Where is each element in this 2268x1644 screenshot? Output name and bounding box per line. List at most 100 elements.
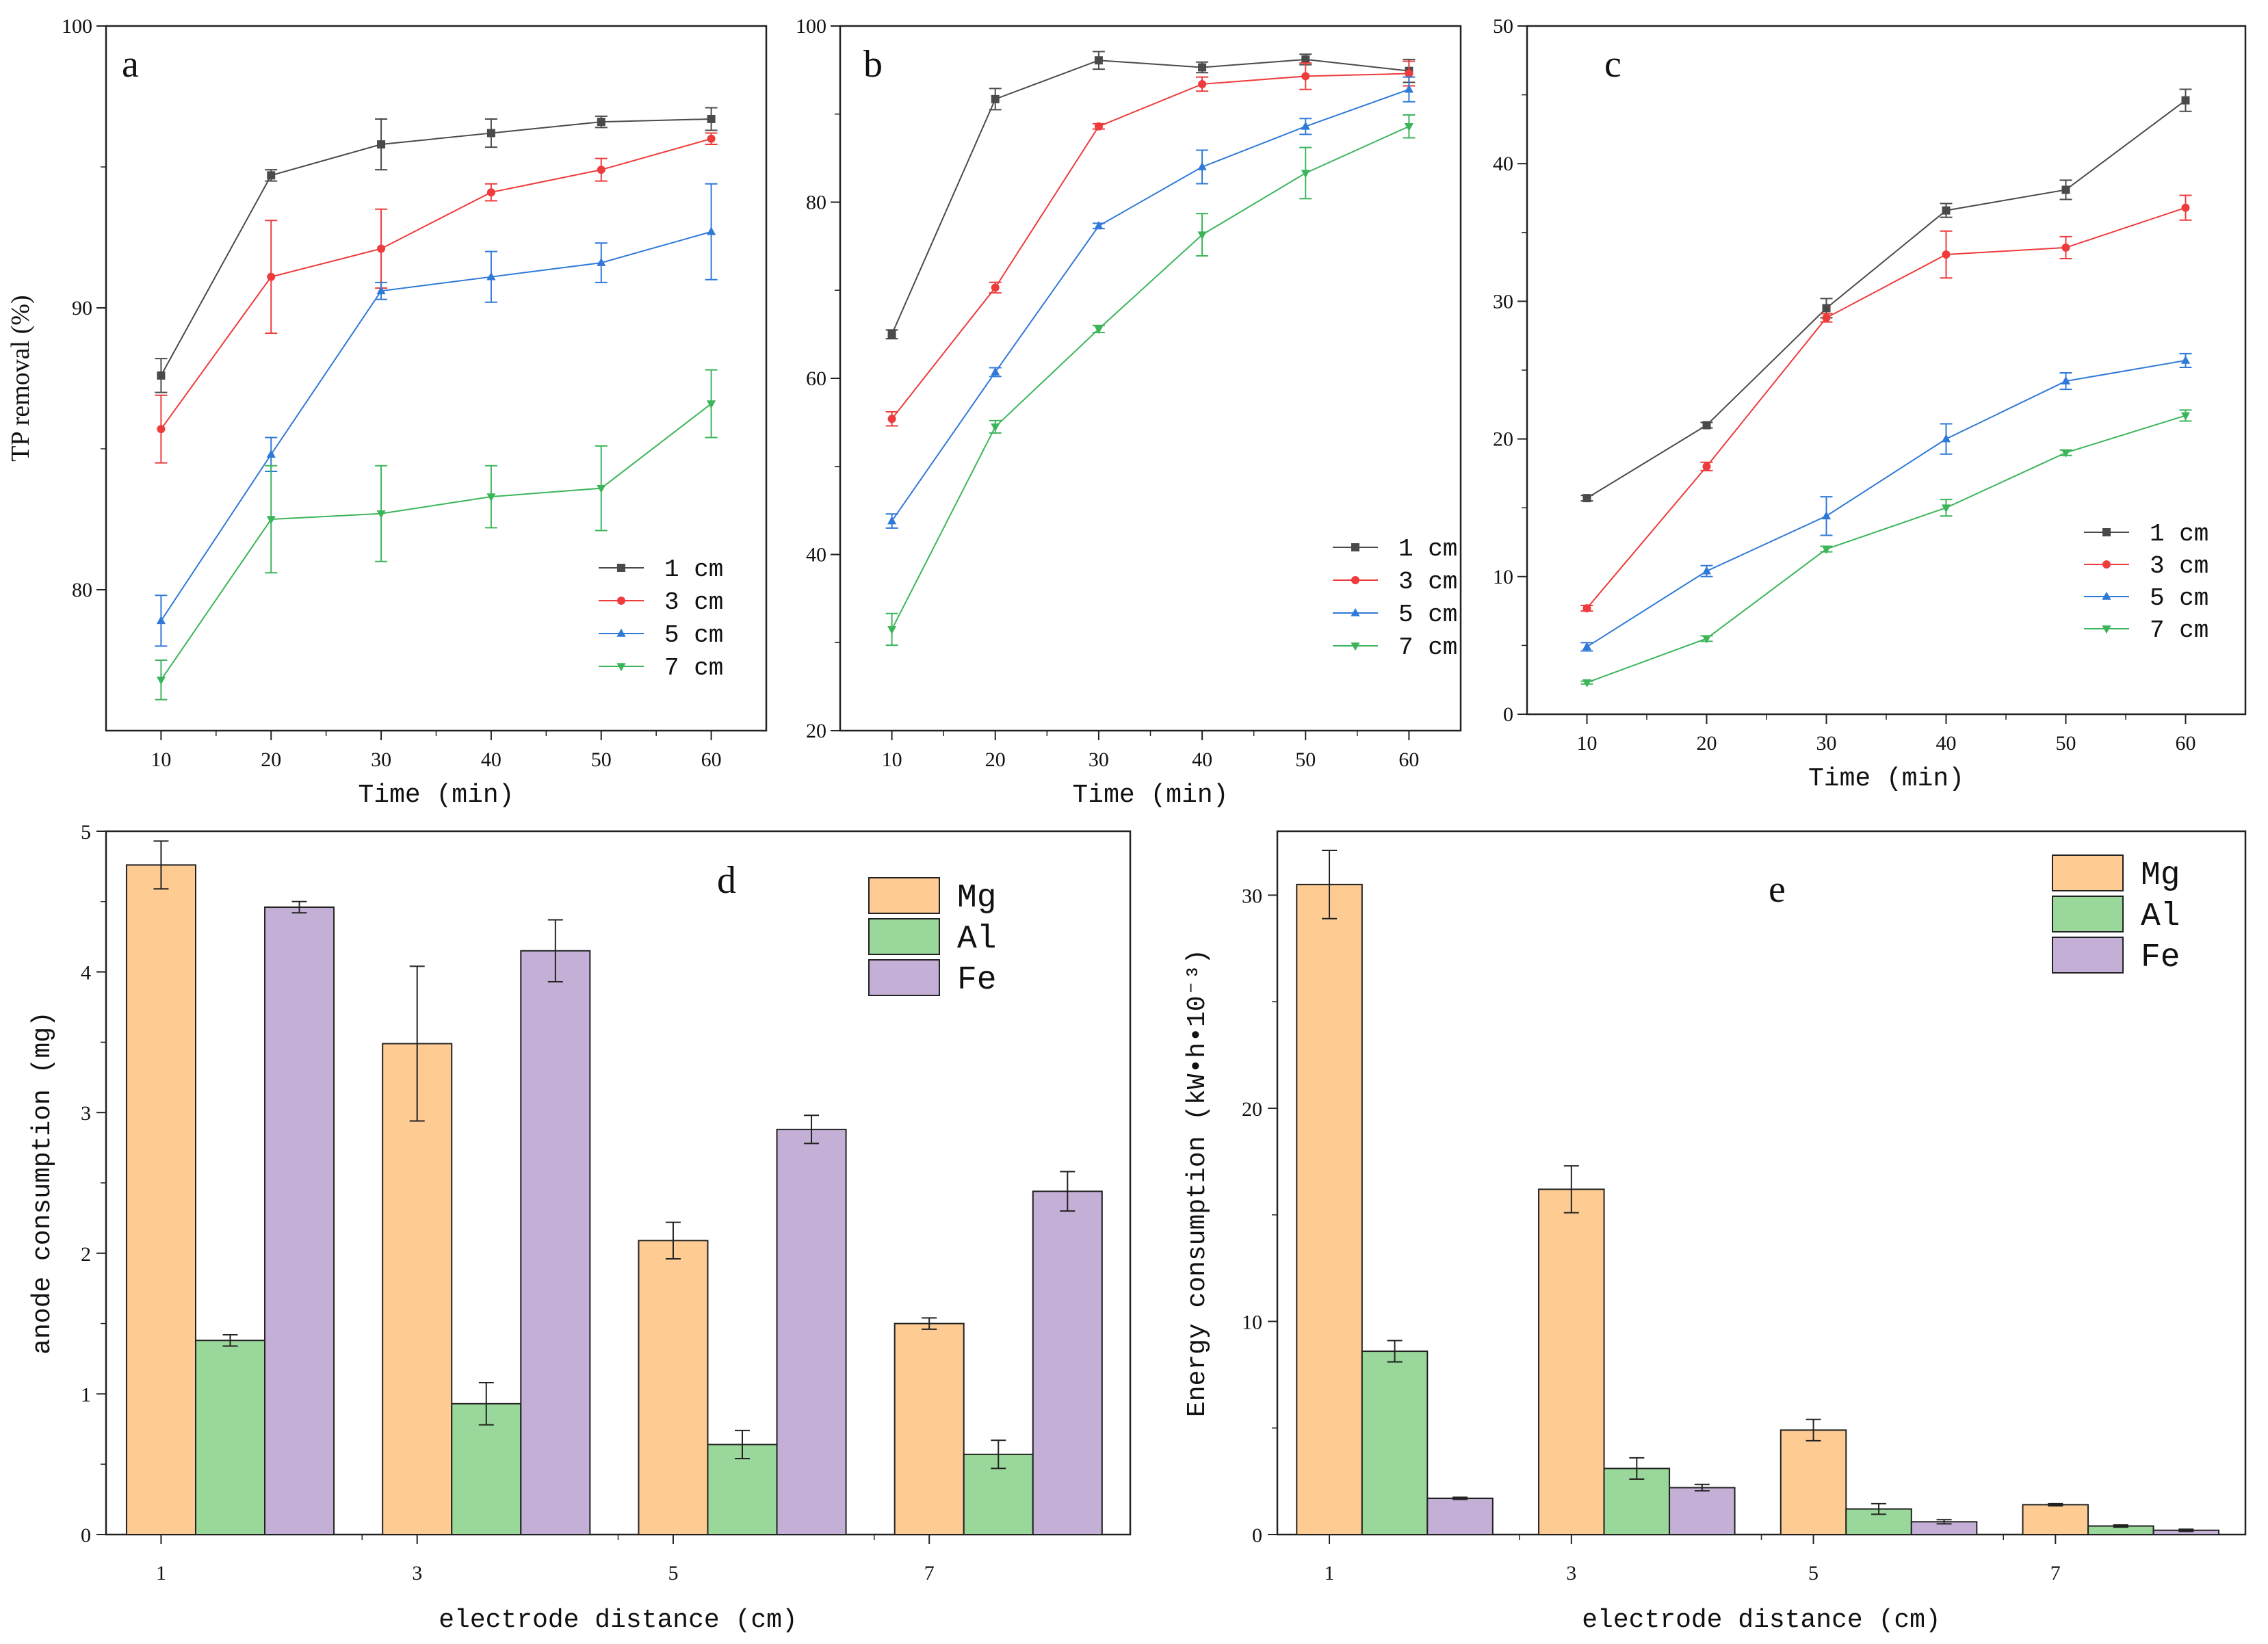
x-tick-label: 60 — [1398, 748, 1419, 771]
data-point — [1301, 121, 1310, 130]
data-point — [1942, 250, 1951, 259]
data-point — [2181, 96, 2190, 105]
legend-label: 5 cm — [664, 621, 723, 649]
series-line-0 — [1586, 99, 2187, 499]
y-tick-label: 4 — [81, 962, 91, 984]
series-line-2 — [160, 231, 712, 621]
y-tick-label: 0 — [81, 1524, 91, 1547]
data-point — [2061, 376, 2071, 384]
x-tick-label: 40 — [1936, 732, 1957, 755]
series-line-1 — [160, 138, 712, 430]
data-point — [597, 484, 606, 493]
data-point — [486, 493, 496, 502]
x-axis-label: electrode distance (cm) — [1582, 1606, 1941, 1635]
y-tick-label: 20 — [1493, 428, 1513, 451]
x-tick-label: 40 — [1192, 748, 1212, 771]
legend-marker — [616, 663, 626, 672]
x-tick-label: 60 — [2176, 732, 2196, 755]
data-point — [597, 118, 605, 127]
bar-mg — [125, 864, 196, 1535]
legend-label: Mg — [2141, 857, 2180, 894]
y-tick-label: 100 — [62, 15, 92, 38]
bar-fe — [1426, 1498, 1494, 1536]
data-point — [597, 257, 606, 266]
data-point — [887, 415, 896, 423]
legend-marker — [1351, 576, 1359, 584]
y-tick-label: 90 — [72, 297, 92, 319]
data-point — [887, 516, 897, 525]
data-point — [377, 244, 386, 253]
data-point — [1582, 679, 1592, 688]
x-tick-label: 50 — [591, 748, 612, 771]
data-point — [1198, 63, 1207, 72]
legend-label: 1 cm — [664, 556, 723, 584]
bar-mg — [638, 1240, 709, 1536]
series-line-3 — [1587, 415, 2186, 683]
panel-d: 1 3 5 7 0 1 2 3 4 5 Mg Al Fe d electrode distance (cm)… — [28, 821, 1132, 1635]
legend-swatch — [2052, 854, 2124, 891]
y-tick-label: 30 — [1493, 290, 1513, 313]
legend-label: 3 cm — [2150, 552, 2208, 580]
y-tick-label: 0 — [1503, 703, 1513, 726]
x-tick-label: 20 — [261, 748, 281, 771]
data-point — [377, 140, 386, 149]
data-point — [991, 367, 1000, 376]
data-point — [991, 283, 1000, 292]
data-point — [1197, 231, 1207, 240]
legend-swatch — [868, 959, 940, 996]
legend-swatch — [868, 918, 940, 955]
data-point — [706, 226, 716, 235]
bar-fe — [264, 906, 335, 1536]
legend-label: 7 cm — [664, 654, 723, 682]
data-point — [1405, 69, 1413, 78]
data-point — [1942, 206, 1951, 215]
data-point — [1702, 566, 1712, 575]
legend-marker — [617, 597, 625, 605]
x-tick-label: 30 — [1089, 748, 1109, 771]
bar-al — [451, 1402, 522, 1535]
y-tick-label: 2 — [81, 1243, 91, 1266]
data-point — [1301, 72, 1310, 81]
data-point — [266, 516, 276, 525]
data-point — [266, 449, 276, 458]
x-tick-label: 1 — [1325, 1562, 1335, 1584]
data-point — [1094, 56, 1103, 65]
data-point — [1941, 504, 1951, 513]
x-tick-label: 50 — [1295, 748, 1316, 771]
panel-label: a — [122, 43, 139, 86]
x-tick-label: 7 — [924, 1562, 935, 1584]
x-tick-label: 60 — [701, 748, 722, 771]
legend-label: 7 cm — [1398, 634, 1457, 662]
x-tick-label: 50 — [2056, 732, 2076, 755]
x-axis-label: Time (min) — [1072, 781, 1228, 810]
legend-label: Mg — [957, 880, 997, 917]
data-point — [1702, 421, 1711, 430]
data-point — [707, 114, 716, 123]
bar-mg — [1296, 883, 1363, 1535]
data-point — [376, 510, 386, 519]
data-point — [1821, 511, 1832, 520]
x-tick-label: 20 — [1697, 732, 1717, 755]
y-axis-label: TP removal (%) — [6, 295, 35, 461]
legend-label: Al — [957, 921, 997, 958]
y-tick-label: 3 — [81, 1102, 91, 1125]
data-point — [267, 272, 276, 281]
data-point — [887, 626, 897, 635]
x-tick-label: 3 — [412, 1562, 422, 1584]
y-tick-label: 80 — [72, 579, 92, 601]
x-axis-label: Time (min) — [1808, 764, 1964, 794]
y-tick-label: 10 — [1493, 566, 1513, 588]
data-point — [1822, 313, 1831, 322]
bar-fe — [1032, 1190, 1103, 1536]
panel-label: b — [863, 43, 883, 86]
y-tick-label: 50 — [1493, 15, 1513, 38]
data-point — [376, 286, 386, 295]
x-tick-label: 3 — [1566, 1562, 1576, 1584]
data-point — [597, 166, 605, 174]
data-point — [1197, 161, 1207, 170]
series-line-2 — [1586, 359, 2186, 648]
legend-label: Fe — [957, 962, 997, 999]
bar-al — [707, 1444, 778, 1536]
data-point — [2061, 449, 2071, 458]
